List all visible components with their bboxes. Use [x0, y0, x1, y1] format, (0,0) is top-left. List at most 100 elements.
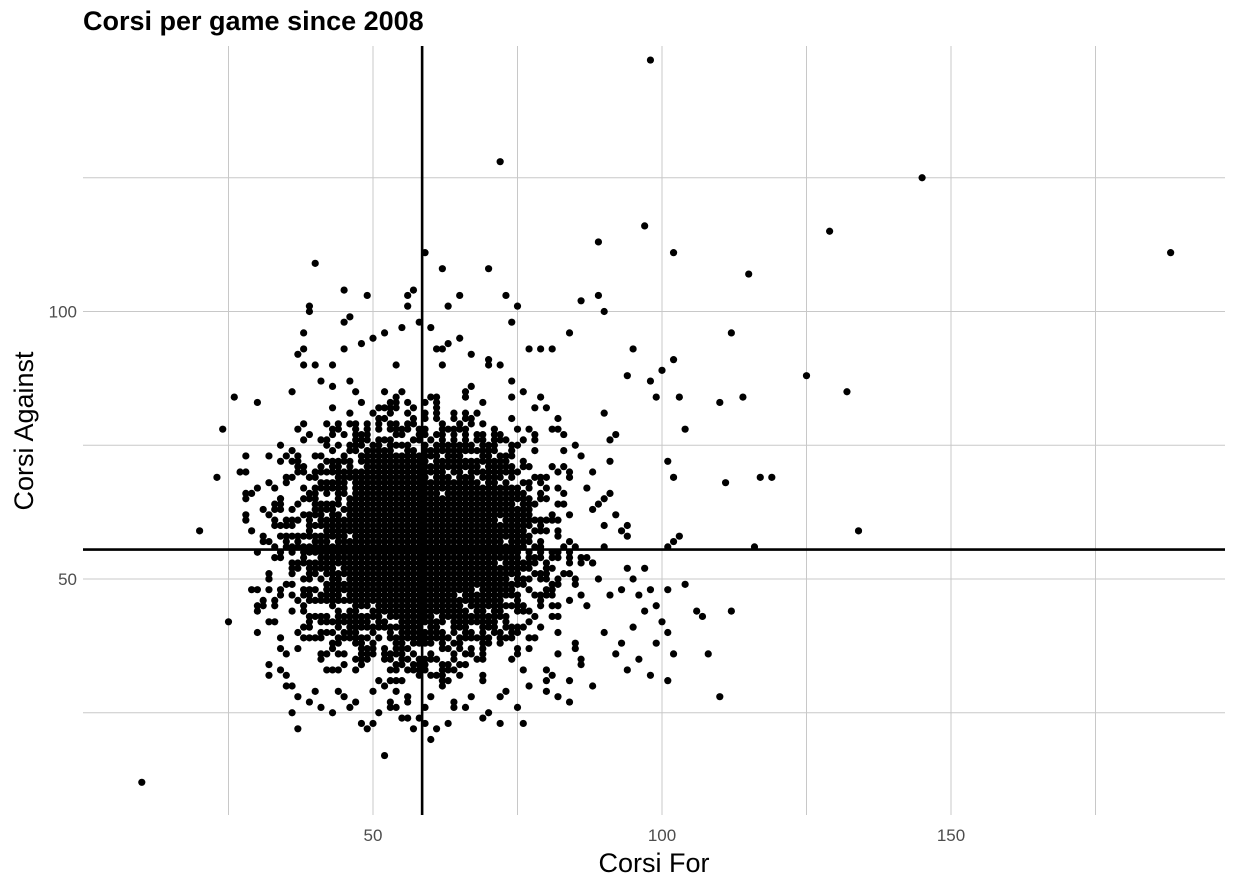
data-point [305, 634, 314, 642]
data-point [334, 537, 342, 546]
data-point [380, 591, 389, 599]
data-point [479, 532, 487, 540]
data-point [317, 655, 325, 663]
data-point [236, 468, 244, 476]
data-point [288, 682, 296, 690]
data-point [565, 677, 574, 685]
data-point [346, 468, 354, 476]
data-point [560, 463, 568, 471]
data-point [369, 468, 377, 476]
data-point [398, 527, 406, 535]
data-point [311, 259, 319, 267]
data-point [311, 559, 319, 567]
data-point [380, 463, 389, 471]
data-point [328, 468, 337, 476]
data-point [479, 591, 487, 599]
data-point [375, 602, 383, 610]
data-point [375, 420, 383, 428]
data-point [444, 495, 452, 503]
data-point [352, 537, 360, 546]
data-point [138, 778, 146, 786]
data-point [328, 404, 337, 412]
data-point [305, 495, 314, 503]
data-point [398, 644, 406, 653]
data-point [467, 586, 475, 594]
data-point [340, 564, 348, 572]
data-point [242, 511, 250, 519]
data-point [508, 554, 516, 562]
data-point [288, 521, 296, 530]
data-point [380, 521, 389, 530]
data-point [716, 398, 724, 407]
data-point [432, 537, 441, 546]
data-point [328, 559, 337, 567]
data-point [456, 580, 464, 588]
data-point [352, 698, 360, 706]
data-point [542, 484, 551, 492]
data-point [369, 596, 377, 605]
data-point [375, 559, 383, 567]
data-point [380, 580, 389, 588]
data-point [357, 634, 366, 642]
data-point [305, 612, 314, 621]
data-point [461, 570, 470, 578]
data-point [438, 537, 446, 546]
data-point [537, 527, 545, 535]
data-point [311, 505, 319, 514]
data-point [525, 618, 533, 626]
data-point [294, 516, 302, 524]
data-point [450, 666, 458, 674]
data-point [357, 602, 366, 610]
data-point [461, 607, 470, 615]
data-point [386, 452, 394, 460]
data-point [450, 414, 458, 423]
data-point [334, 554, 342, 562]
data-point [392, 511, 400, 519]
data-point [565, 537, 574, 546]
data-point [450, 623, 458, 631]
data-point [340, 527, 348, 535]
data-point [513, 554, 522, 562]
data-point [438, 361, 446, 369]
data-point [669, 473, 678, 481]
data-point [519, 575, 527, 583]
data-point [334, 484, 342, 492]
data-point [548, 612, 556, 621]
data-point [386, 612, 394, 621]
data-point [334, 441, 342, 449]
data-point [508, 586, 516, 594]
data-point [438, 580, 446, 588]
data-point [357, 564, 366, 572]
data-point [577, 661, 585, 669]
data-point [560, 570, 568, 578]
data-point [259, 537, 267, 546]
data-point [467, 650, 475, 658]
data-point [305, 559, 314, 567]
data-point [565, 473, 574, 481]
data-point [490, 511, 498, 519]
data-point [340, 479, 348, 487]
data-point [346, 564, 354, 572]
data-point [369, 489, 377, 497]
data-point [392, 532, 400, 540]
data-point [519, 500, 527, 508]
data-point [745, 270, 753, 278]
data-point [369, 644, 377, 653]
data-point [380, 452, 389, 460]
data-point [571, 575, 579, 583]
data-point [398, 505, 406, 514]
data-point [369, 511, 377, 519]
data-point [340, 516, 348, 524]
data-point [380, 500, 389, 508]
data-point [508, 318, 516, 326]
data-point [432, 554, 441, 562]
data-point [305, 586, 314, 594]
data-point [375, 479, 383, 487]
data-point [652, 393, 660, 401]
data-point [548, 463, 556, 471]
data-point [525, 682, 533, 690]
data-point [317, 596, 325, 605]
data-point [300, 420, 308, 428]
data-point [311, 687, 319, 695]
data-point [525, 559, 533, 567]
